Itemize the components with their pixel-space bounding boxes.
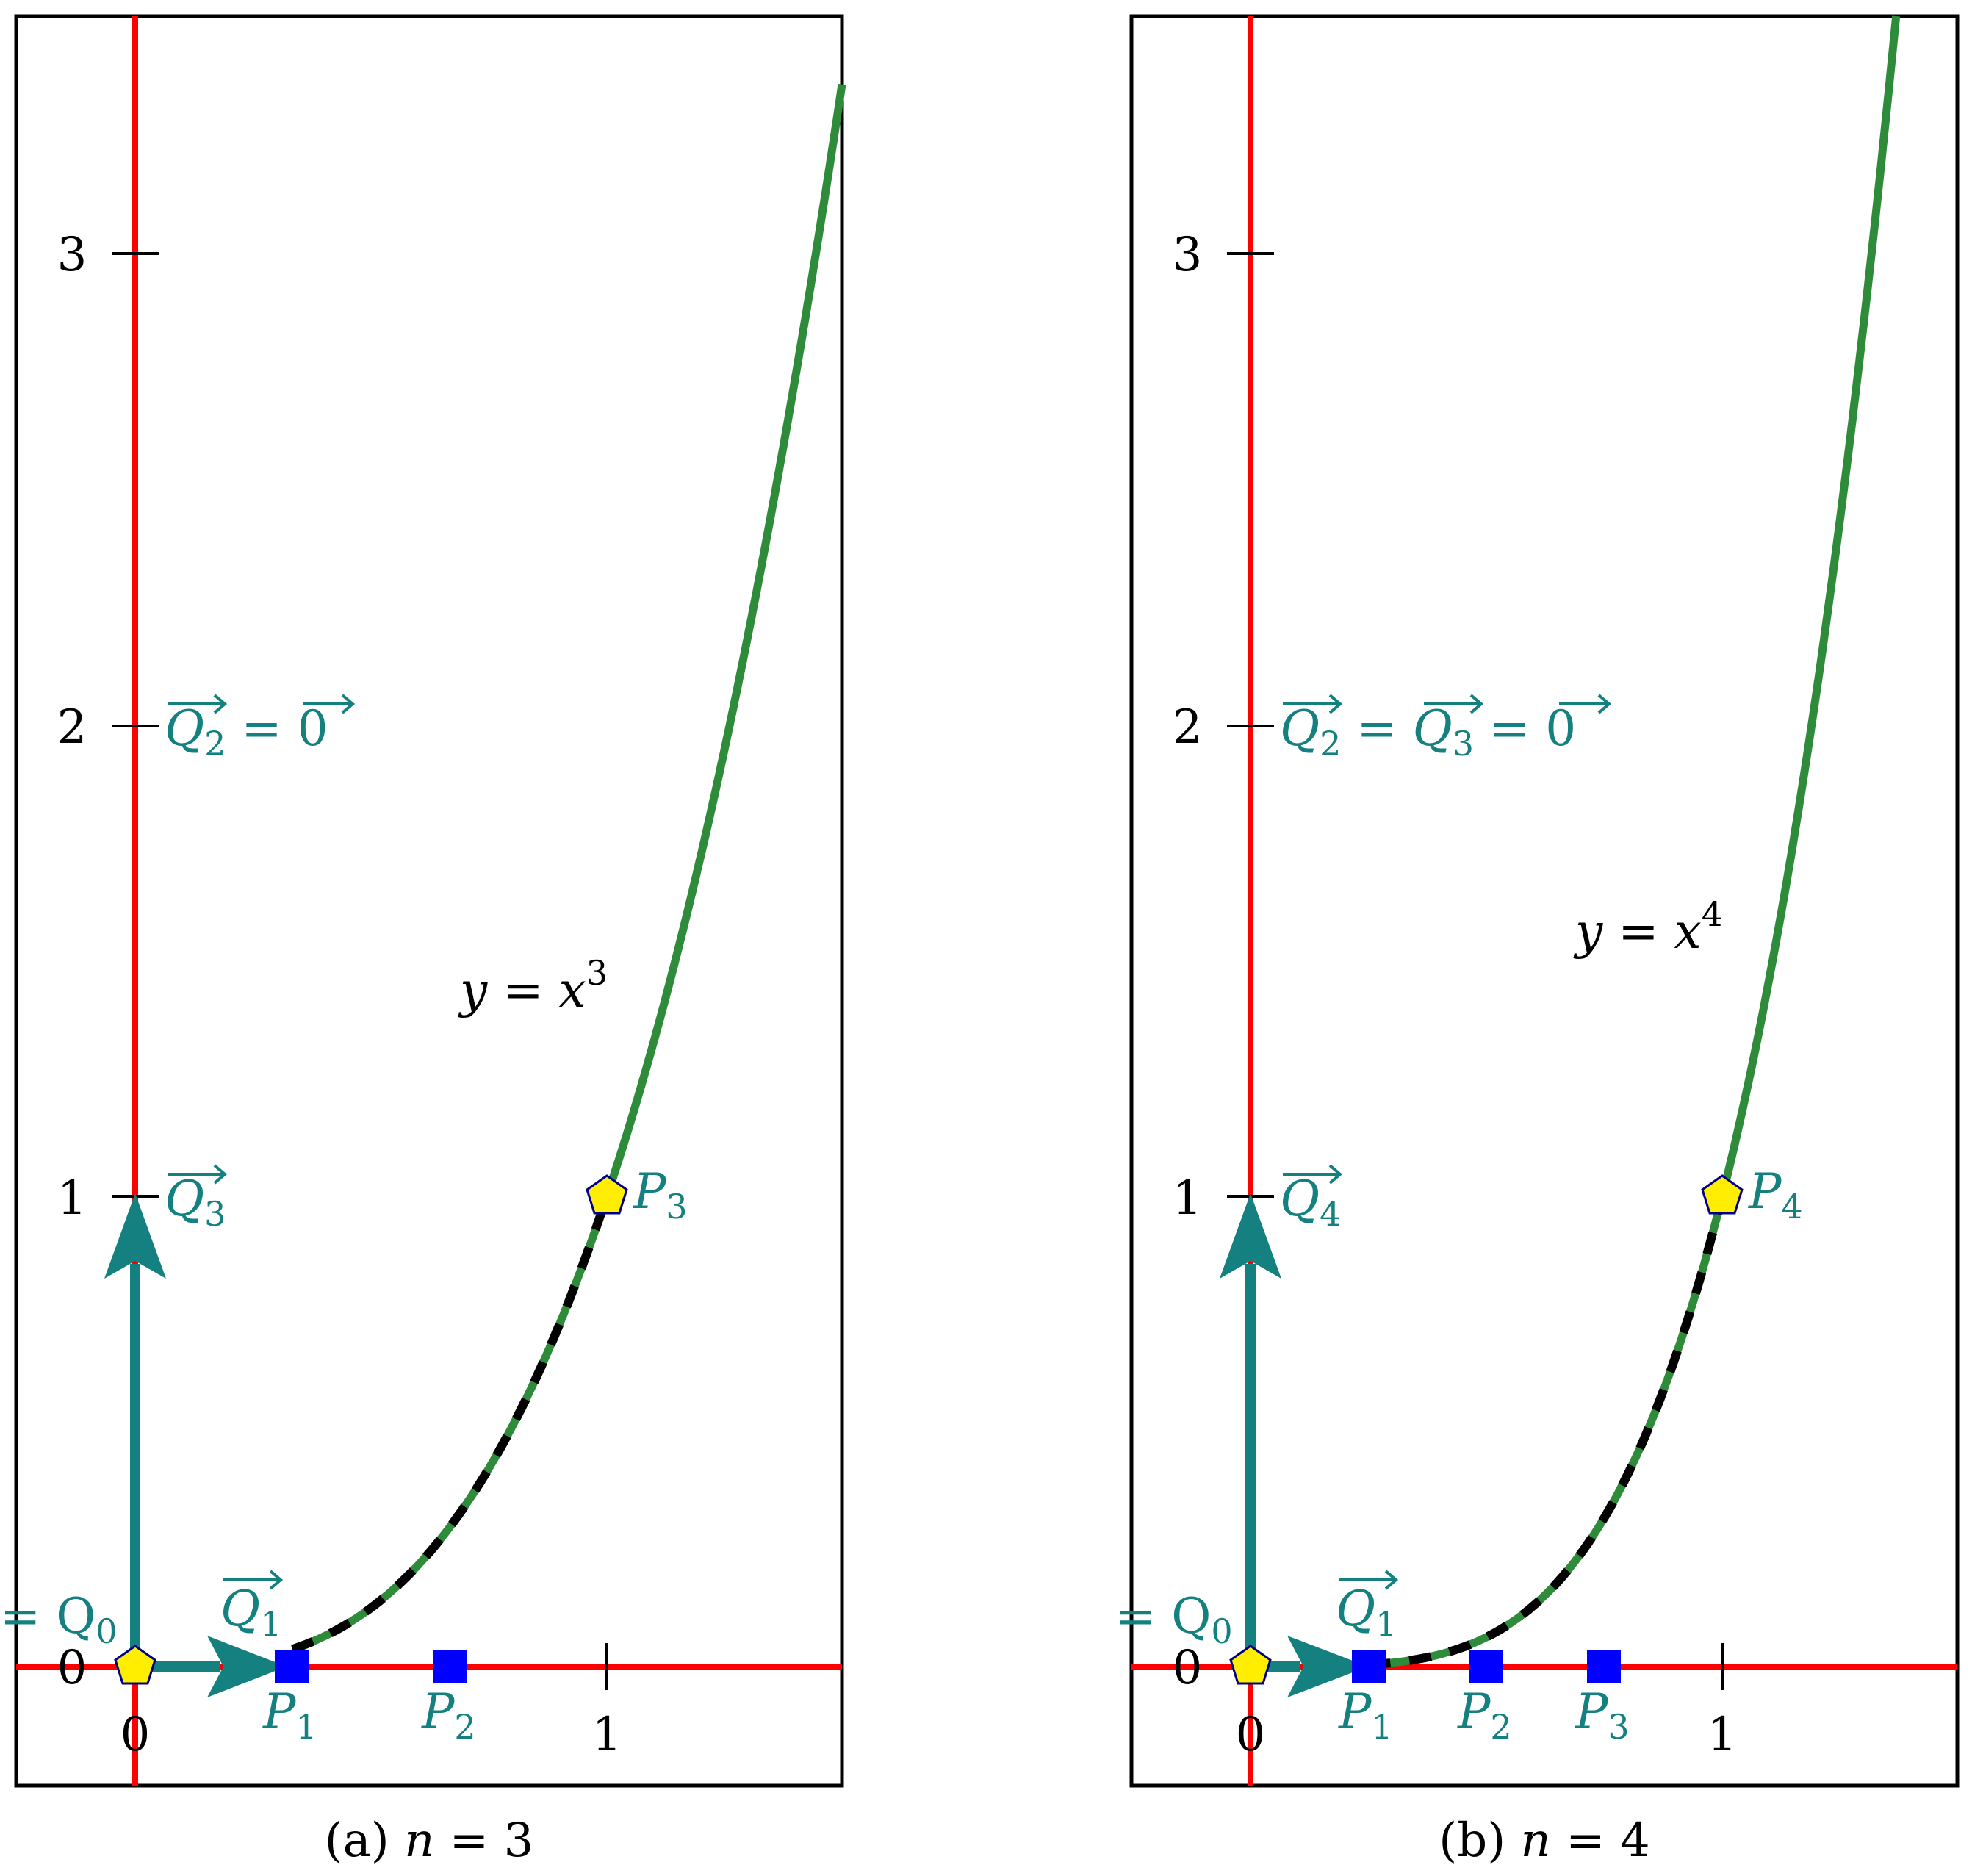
panel-a-q3-label: Q3 xyxy=(165,1164,228,1234)
panel-a-q2-arrow-over-head xyxy=(213,694,228,714)
panel-a-x-tick-label-1: 1 xyxy=(592,1708,622,1762)
panel-a-x-tick-label-0: 0 xyxy=(120,1708,151,1762)
panel-b-vector-q1-head xyxy=(1287,1636,1368,1697)
panel-a-q1-label: Q1 xyxy=(220,1570,284,1644)
panel-a-q3-arrow-over-head xyxy=(213,1164,228,1185)
svg-text:Q2 = 0: Q2 = 0 xyxy=(165,700,328,763)
panel-b-vector-q4-head xyxy=(1220,1193,1281,1279)
svg-text:Q4: Q4 xyxy=(1280,1171,1341,1234)
panel-a: 0 1 2 3 0 1 = Q0 Q1 xyxy=(0,14,846,1868)
panel-a-y-tick-label-0: 0 xyxy=(57,1641,87,1695)
panel-b-q4-arrow-over-head xyxy=(1328,1164,1343,1185)
panel-b-x-tick-label-0: 0 xyxy=(1236,1708,1266,1762)
panel-b-y-tick-label-2: 2 xyxy=(1173,700,1203,755)
panel-a-dashed-segment xyxy=(291,1198,611,1653)
panel-b-q3-arrow-over-head xyxy=(1469,694,1484,714)
panel-a-p1-label: P1 xyxy=(262,1683,317,1747)
panel-a-q2-label: Q2 = 0 xyxy=(165,694,356,763)
panel-a-p2-label: P2 xyxy=(421,1683,476,1747)
panel-b-y-tick-label-0: 0 xyxy=(1173,1641,1203,1695)
panel-b-origin-pentagon xyxy=(1229,1645,1272,1685)
svg-text:Q3: Q3 xyxy=(165,1171,226,1234)
svg-text:Q1: Q1 xyxy=(1336,1581,1397,1644)
panel-a-q1-arrow-over-head xyxy=(269,1570,284,1590)
panel-a-y-tick-label-1: 1 xyxy=(57,1171,87,1226)
panel-a-y-tick-label-3: 3 xyxy=(57,228,87,282)
panel-b-q1-arrow-over-head xyxy=(1384,1570,1399,1590)
svg-text:Q2 = Q3 = 0: Q2 = Q3 = 0 xyxy=(1280,700,1576,763)
panel-a-y-tick-label-2: 2 xyxy=(57,700,87,755)
panel-b-x-tick-label-1: 1 xyxy=(1707,1708,1738,1762)
panel-b-q2-arrow-over-head xyxy=(1328,694,1343,714)
panel-a-vector-q1-head xyxy=(207,1636,287,1697)
panel-b-q1-label: Q1 xyxy=(1336,1570,1399,1644)
panel-b-p3-label: P3 xyxy=(1575,1683,1630,1747)
panel-a-caption: (a) n = 3 xyxy=(325,1814,534,1868)
panel-b-curve xyxy=(1368,15,1901,1669)
panel-a-frame xyxy=(14,14,844,1788)
panel-a-origin-label: = Q0 xyxy=(0,1588,118,1651)
panel-a-point-p1-marker xyxy=(275,1650,309,1683)
panel-b-point-p3-marker xyxy=(1587,1650,1621,1683)
panel-a-zero-arrow-over-head xyxy=(341,694,356,714)
panel-a-vector-q3-head xyxy=(104,1193,166,1279)
panel-b-curve-label: y = x4 xyxy=(1573,894,1723,960)
panel-a-endpoint-pentagon xyxy=(586,1174,628,1215)
panel-b-zero-arrow-over-head xyxy=(1597,694,1612,714)
panel-b-dashed-segment xyxy=(1368,1196,1727,1670)
panel-b-origin-label: = Q0 xyxy=(1115,1588,1233,1651)
panel-a-curve xyxy=(291,83,846,1653)
panel-b-p2-label: P2 xyxy=(1457,1683,1512,1747)
panel-b-q2-q3-label: Q2 = Q3 = 0 xyxy=(1280,694,1612,763)
panel-b-p1-label: P1 xyxy=(1338,1683,1393,1747)
panel-b: 0 1 2 3 0 1 = Q0 Q1 xyxy=(1115,14,1960,1868)
panel-b-endpoint-pentagon xyxy=(1701,1174,1744,1215)
panel-b-q4-label: Q4 xyxy=(1280,1164,1343,1234)
panel-b-y-tick-label-1: 1 xyxy=(1173,1171,1203,1226)
panel-b-y-tick-label-3: 3 xyxy=(1173,228,1203,282)
panel-a-point-p2-marker xyxy=(433,1650,467,1683)
panel-b-frame xyxy=(1129,14,1960,1788)
panel-a-p3-label: P3 xyxy=(633,1163,688,1226)
panel-a-curve-label: y = x3 xyxy=(458,953,608,1018)
panel-b-point-p2-marker xyxy=(1469,1650,1503,1683)
panel-b-caption: (b) n = 4 xyxy=(1439,1814,1650,1868)
svg-text:Q1: Q1 xyxy=(220,1581,281,1644)
panel-b-p4-label: P4 xyxy=(1748,1163,1803,1226)
panel-b-point-p1-marker xyxy=(1352,1650,1386,1683)
panel-a-origin-pentagon xyxy=(114,1645,156,1685)
